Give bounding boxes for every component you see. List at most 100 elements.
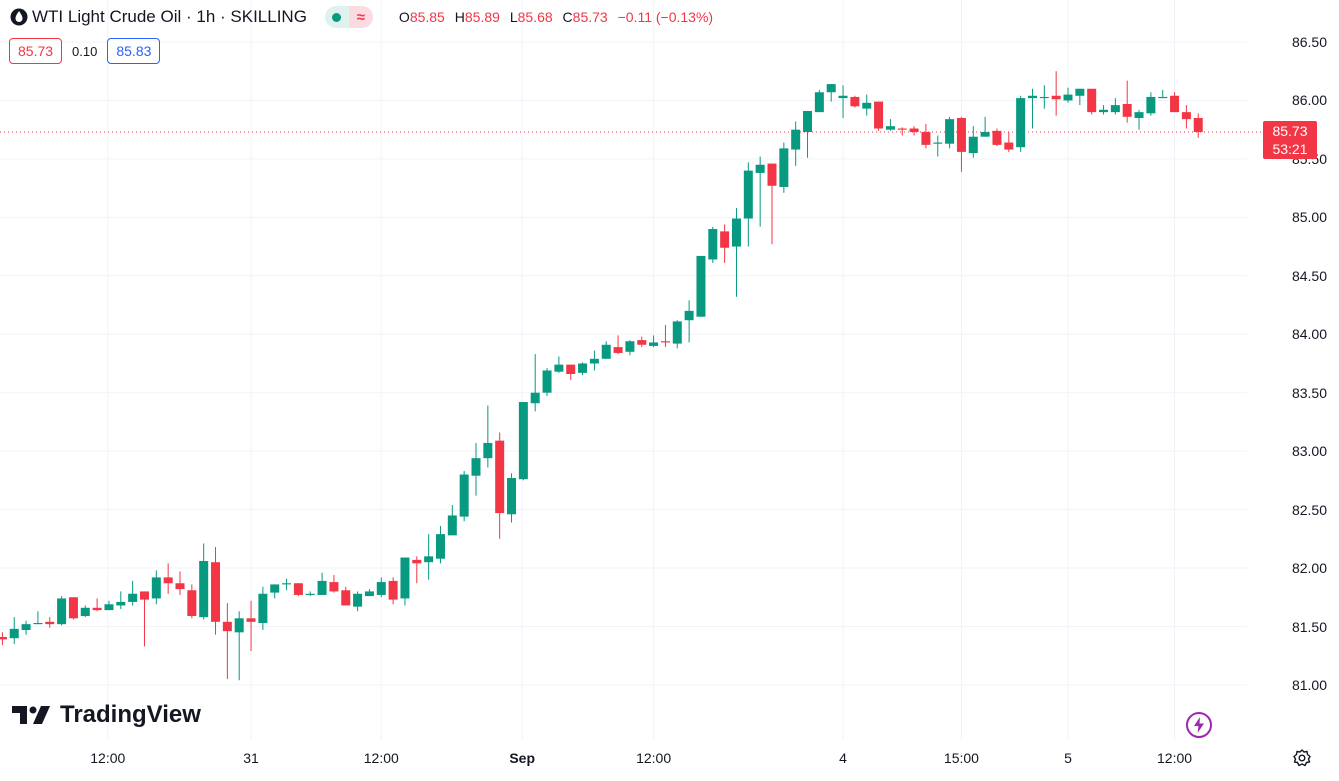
candle-up xyxy=(104,600,114,611)
time-tick-label: 12:00 xyxy=(636,750,672,766)
candle-up xyxy=(1146,92,1156,116)
candle-down xyxy=(1193,113,1203,138)
candle-body xyxy=(743,170,753,219)
candle-down xyxy=(1122,80,1132,123)
candle-down xyxy=(222,603,232,680)
open-value: 85.85 xyxy=(409,9,445,25)
candle-body xyxy=(885,126,895,130)
candle-up xyxy=(234,611,244,681)
candle-up xyxy=(731,207,741,297)
price-tick-label: 84.50 xyxy=(1291,267,1327,284)
candle-up xyxy=(151,570,161,605)
candle-up xyxy=(708,226,718,263)
candle-up xyxy=(1099,105,1109,115)
candle-body xyxy=(755,164,765,173)
candle-up xyxy=(601,341,611,359)
candle-body xyxy=(400,557,410,599)
candle-up xyxy=(838,85,848,118)
candle-up xyxy=(542,368,552,397)
high-label: H xyxy=(454,9,465,25)
candle-body xyxy=(1146,96,1156,114)
candle-body xyxy=(625,341,635,352)
candle-body xyxy=(234,618,244,633)
candle-body xyxy=(518,402,528,480)
candle-up xyxy=(1039,85,1049,109)
high-value: 85.89 xyxy=(464,9,500,25)
candle-body xyxy=(992,130,1002,145)
market-open-icon xyxy=(324,6,349,28)
candle-body xyxy=(1087,88,1097,113)
candle-body xyxy=(435,534,445,559)
candle-body xyxy=(956,117,966,152)
buy-button[interactable]: 85.83 xyxy=(107,38,161,64)
close-value: 85.73 xyxy=(572,9,608,25)
symbol-title[interactable]: WTI Light Crude Oil · 1h · SKILLING xyxy=(32,7,307,26)
price-tick-label: 86.50 xyxy=(1291,34,1327,50)
candle-body xyxy=(791,129,801,150)
candle-up xyxy=(696,255,706,317)
time-tick-label: Sep xyxy=(509,750,536,766)
tradingview-logo[interactable]: TradingView xyxy=(12,701,201,729)
candle-up xyxy=(507,473,517,523)
candle-up xyxy=(435,525,445,564)
candle-body xyxy=(104,604,114,611)
settings-gear-icon[interactable] xyxy=(1292,748,1312,768)
candle-body xyxy=(767,163,777,186)
time-tick-label: 5 xyxy=(1064,750,1072,766)
candle-body xyxy=(1051,95,1061,100)
candle-down xyxy=(613,335,623,355)
candle-up xyxy=(116,591,126,609)
sell-button[interactable]: 85.73 xyxy=(9,38,63,64)
candle-down xyxy=(1004,132,1014,152)
candle-up xyxy=(530,354,540,412)
candle-down xyxy=(921,123,931,149)
candle-up xyxy=(826,84,836,102)
candle-down xyxy=(329,575,339,593)
candle-body xyxy=(660,341,670,343)
candle-body xyxy=(424,556,434,563)
candle-up xyxy=(1027,88,1037,129)
candle-body xyxy=(542,370,552,393)
candle-body xyxy=(578,363,588,373)
candle-body xyxy=(1004,142,1014,150)
price-tick-label: 81.00 xyxy=(1291,676,1327,693)
candle-up xyxy=(791,121,801,166)
candle-up xyxy=(518,402,528,481)
candle-body xyxy=(945,119,955,144)
price-tick-label: 86.00 xyxy=(1291,92,1327,109)
candle-up xyxy=(885,119,895,131)
candle-up xyxy=(1110,98,1120,115)
candle-up xyxy=(1063,87,1073,103)
candle-body xyxy=(708,229,718,260)
candle-up xyxy=(1075,88,1085,106)
candle-body xyxy=(589,358,599,364)
time-tick-label: 12:00 xyxy=(363,750,399,766)
candle-body xyxy=(139,591,149,600)
candle-up xyxy=(1158,89,1168,99)
candle-body xyxy=(1110,105,1120,113)
candle-down xyxy=(388,577,398,605)
candle-down xyxy=(850,95,860,108)
candle-body xyxy=(341,590,351,606)
candle-body xyxy=(601,344,611,359)
time-tick-label: 12:00 xyxy=(90,750,126,766)
symbol-drop-icon xyxy=(10,8,28,26)
candle-body xyxy=(258,593,268,623)
delayed-data-icon: ≈ xyxy=(348,6,373,28)
candle-down xyxy=(909,126,919,136)
candle-body xyxy=(1181,112,1191,120)
candle-body xyxy=(412,559,422,564)
candle-body xyxy=(980,132,990,137)
candle-body xyxy=(1158,96,1168,99)
tradingview-logo-text: TradingView xyxy=(60,701,201,728)
time-tick-label: 4 xyxy=(839,750,847,766)
candle-body xyxy=(459,474,469,517)
price-tick-label: 82.00 xyxy=(1291,560,1327,577)
candle-body xyxy=(814,92,824,113)
candle-down xyxy=(341,586,351,606)
lightning-icon[interactable] xyxy=(1185,711,1213,739)
candle-body xyxy=(270,584,280,593)
candle-up xyxy=(80,605,90,618)
market-status[interactable]: ≈ xyxy=(324,6,373,28)
